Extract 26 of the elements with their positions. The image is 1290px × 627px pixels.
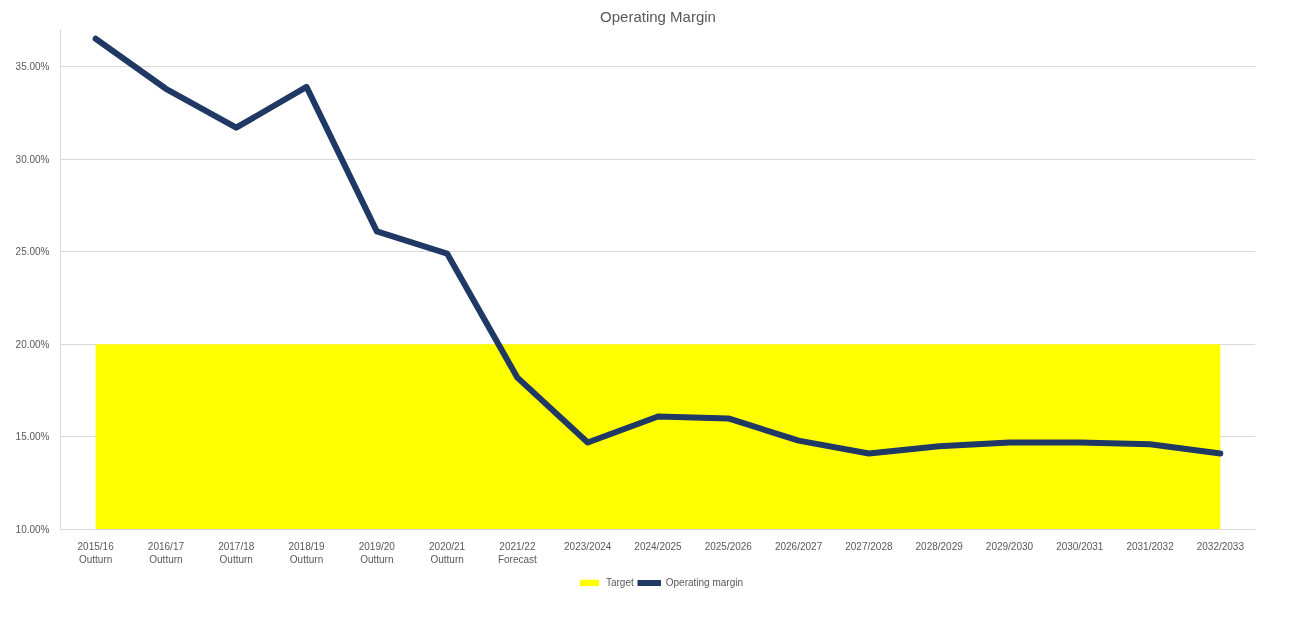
x-tick-label: 2015/16 Outturn [77,540,115,565]
y-tick-label: 25.00% [15,246,50,258]
x-tick-label: 2023/2024 [564,540,612,552]
x-tick-label: 2018/19 Outturn [288,540,326,565]
x-tick-label: 2025/2026 [704,540,753,552]
x-tick-label: 2016/17 Outturn [147,540,185,565]
x-tick-label: 2030/2031 [1056,540,1104,552]
chart-title: Operating Margin [600,7,716,25]
y-tick-label: 20.00% [15,338,50,350]
x-tick-label: 2027/2028 [845,540,893,552]
x-tick-label: 2031/2032 [1126,540,1175,552]
x-tick-label: 2029/2030 [985,540,1034,552]
x-tick-label: 2017/18 Outturn [218,540,255,565]
x-tick-label: 2028/2029 [915,540,964,552]
y-tick-label: 35.00% [15,61,50,73]
legend-label: Target [605,576,634,588]
legend-label: Operating margin [665,576,744,588]
y-tick-label: 15.00% [15,431,50,443]
y-tick-label: 30.00% [15,153,50,165]
x-tick-label: 2021/22 Forecast [497,540,538,565]
x-tick-label: 2024/2025 [634,540,683,552]
x-tick-label: 2026/2027 [774,540,823,552]
x-tick-label: 2019/20 Outturn [358,540,396,565]
x-tick-label: 2020/21 Outturn [429,540,466,565]
y-tick-label: 10.00% [15,524,50,535]
x-tick-label: 2032/2033 [1196,540,1245,552]
